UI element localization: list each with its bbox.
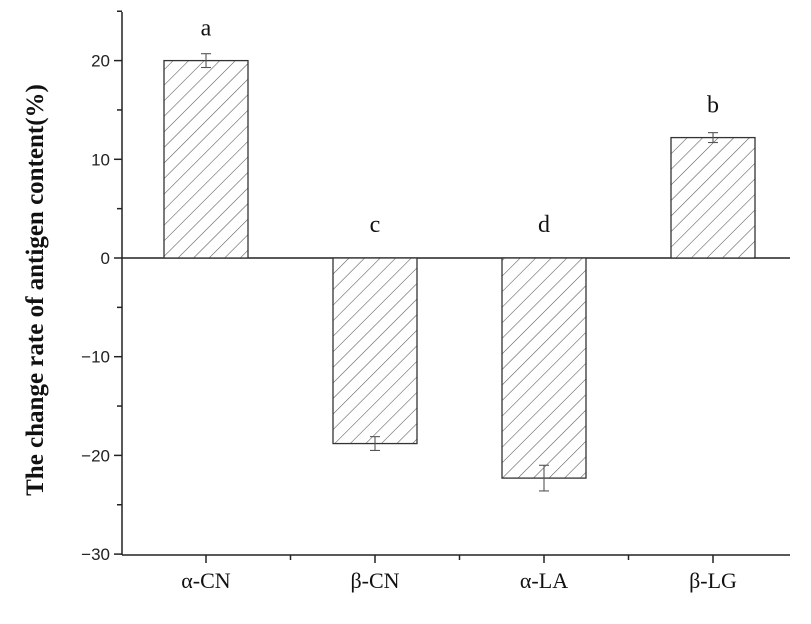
y-axis-title: The change rate of antigen content(%) xyxy=(22,84,49,496)
significance-label: a xyxy=(201,16,212,42)
plot-area: −30 −20 −10 0 10 20 α-CN a β-CN c α-LA d β-LG b xyxy=(81,10,790,593)
x-tick-label: α-CN xyxy=(181,568,231,593)
y-tick-label: 0 xyxy=(101,249,110,268)
x-tick-label: α-LA xyxy=(520,568,568,593)
bar xyxy=(332,257,418,445)
significance-label: d xyxy=(538,212,550,238)
y-tick-label: −30 xyxy=(81,545,110,564)
y-tick-label: 20 xyxy=(91,52,110,71)
bar xyxy=(670,136,756,259)
y-tick-label: −20 xyxy=(81,446,110,465)
y-tick-label: −10 xyxy=(81,348,110,367)
significance-label: b xyxy=(707,93,719,119)
bar xyxy=(501,257,587,479)
bar xyxy=(163,59,249,259)
x-tick-label: β-CN xyxy=(350,568,399,593)
x-tick-label: β-LG xyxy=(689,568,737,593)
significance-label: c xyxy=(370,212,381,238)
y-tick-label: 10 xyxy=(91,150,110,169)
